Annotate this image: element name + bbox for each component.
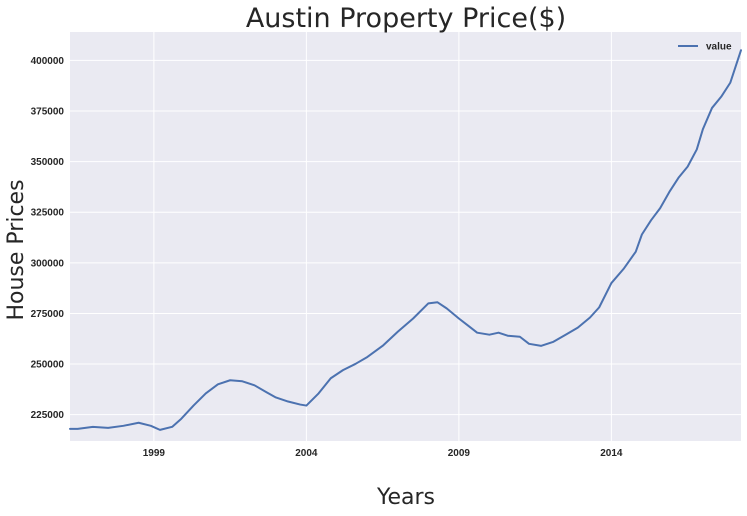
chart-title: Austin Property Price($) (246, 3, 566, 34)
x-gridlines (153, 32, 612, 441)
plot-area (70, 32, 741, 441)
y-tick-label: 250000 (31, 360, 65, 371)
y-tick-label: 225000 (31, 410, 65, 421)
y-axis-label: House Prices (4, 179, 29, 320)
legend: value (678, 42, 732, 53)
y-tick-label: 300000 (31, 258, 65, 269)
y-tick-labels: 225000 250000 275000 300000 325000 350000 3750… (31, 56, 65, 421)
y-tick-label: 400000 (31, 56, 65, 67)
y-tick-label: 325000 (31, 208, 65, 219)
legend-label: value (706, 42, 732, 53)
x-tick-labels: 1999 2004 2009 2014 (143, 448, 623, 459)
series-layer (69, 49, 742, 431)
series-line-value (69, 49, 742, 431)
y-tick-label: 375000 (31, 106, 65, 117)
x-tick-label: 1999 (143, 448, 166, 459)
x-axis-label: Years (376, 485, 435, 510)
y-gridlines (70, 59, 741, 416)
y-tick-label: 350000 (31, 157, 65, 168)
y-tick-label: 275000 (31, 309, 65, 320)
x-tick-label: 2004 (295, 448, 318, 459)
x-tick-label: 2014 (600, 448, 623, 459)
x-tick-label: 2009 (448, 448, 471, 459)
